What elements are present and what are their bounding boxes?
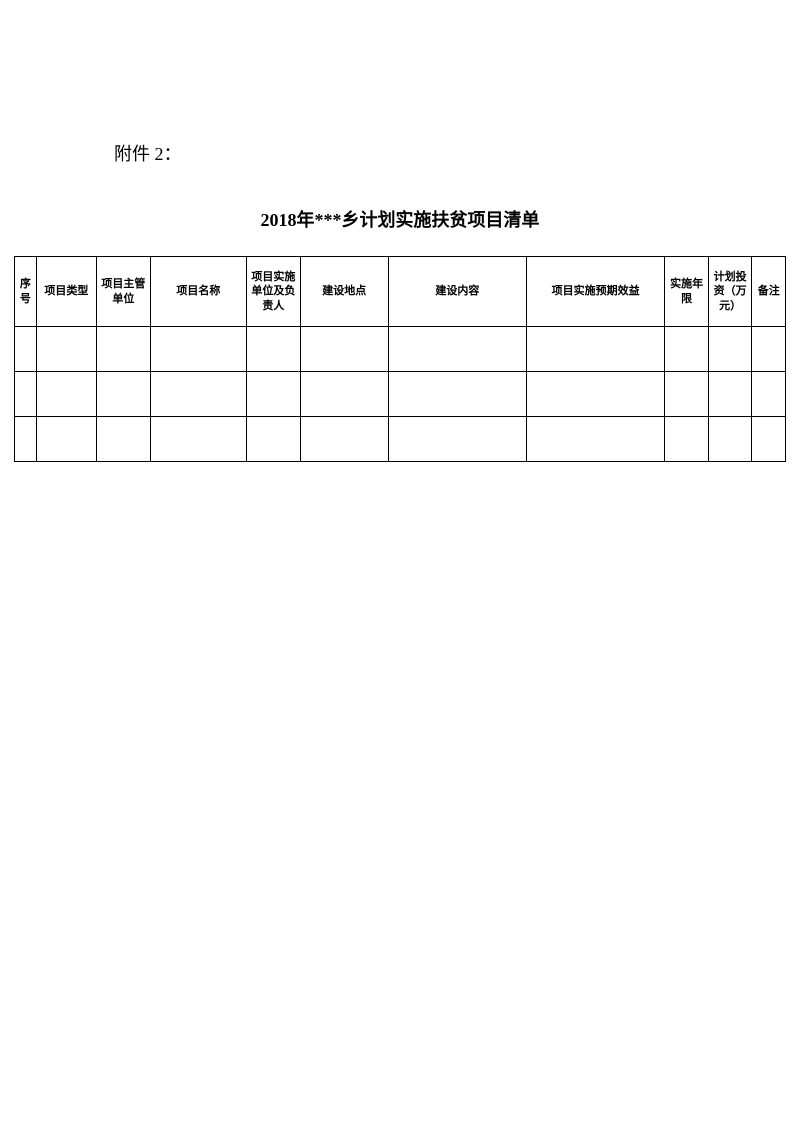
- table-cell: [300, 372, 388, 417]
- table-cell: [708, 417, 752, 462]
- table-header-row: 序号 项目类型 项目主管单位 项目名称 项目实施单位及负责人 建设地点 建设内容…: [15, 257, 786, 327]
- col-header-investment: 计划投资（万元）: [708, 257, 752, 327]
- table-wrapper: 序号 项目类型 项目主管单位 项目名称 项目实施单位及负责人 建设地点 建设内容…: [14, 256, 786, 462]
- table-title: 2018年***乡计划实施扶贫项目清单: [0, 206, 800, 232]
- table-cell: [300, 417, 388, 462]
- table-cell: [665, 417, 709, 462]
- table-cell: [300, 327, 388, 372]
- table-cell: [15, 327, 37, 372]
- col-header-remark: 备注: [752, 257, 786, 327]
- col-header-dept: 项目主管单位: [97, 257, 151, 327]
- table-cell: [527, 372, 665, 417]
- project-table: 序号 项目类型 项目主管单位 项目名称 项目实施单位及负责人 建设地点 建设内容…: [14, 256, 786, 462]
- table-cell: [36, 372, 96, 417]
- col-header-content: 建设内容: [388, 257, 526, 327]
- col-header-name: 项目名称: [150, 257, 246, 327]
- table-cell: [97, 417, 151, 462]
- table-cell: [97, 327, 151, 372]
- table-cell: [665, 372, 709, 417]
- attachment-label: 附件 2：: [114, 140, 800, 166]
- table-cell: [150, 327, 246, 372]
- table-cell: [388, 372, 526, 417]
- table-row: [15, 372, 786, 417]
- table-row: [15, 327, 786, 372]
- table-cell: [708, 327, 752, 372]
- table-row: [15, 417, 786, 462]
- table-cell: [247, 417, 301, 462]
- table-cell: [708, 372, 752, 417]
- col-header-unit: 项目实施单位及负责人: [247, 257, 301, 327]
- table-cell: [15, 417, 37, 462]
- table-cell: [150, 417, 246, 462]
- table-cell: [36, 327, 96, 372]
- table-cell: [665, 327, 709, 372]
- table-cell: [527, 327, 665, 372]
- table-body: [15, 327, 786, 462]
- table-cell: [15, 372, 37, 417]
- table-cell: [97, 372, 151, 417]
- table-cell: [36, 417, 96, 462]
- table-cell: [527, 417, 665, 462]
- col-header-benefit: 项目实施预期效益: [527, 257, 665, 327]
- table-cell: [752, 327, 786, 372]
- table-cell: [752, 417, 786, 462]
- col-header-type: 项目类型: [36, 257, 96, 327]
- table-cell: [388, 327, 526, 372]
- table-cell: [388, 417, 526, 462]
- table-cell: [247, 372, 301, 417]
- col-header-period: 实施年限: [665, 257, 709, 327]
- col-header-location: 建设地点: [300, 257, 388, 327]
- table-cell: [247, 327, 301, 372]
- table-cell: [150, 372, 246, 417]
- page-container: 附件 2： 2018年***乡计划实施扶贫项目清单 序号 项目类型: [0, 0, 800, 462]
- col-header-seq: 序号: [15, 257, 37, 327]
- table-cell: [752, 372, 786, 417]
